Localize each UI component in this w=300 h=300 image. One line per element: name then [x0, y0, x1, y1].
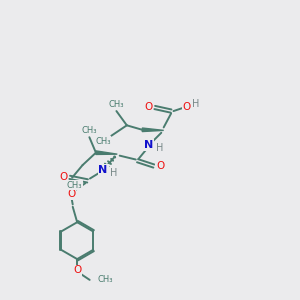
Text: O: O: [144, 103, 152, 112]
Text: CH₃: CH₃: [108, 100, 124, 109]
Polygon shape: [142, 128, 164, 132]
Text: H: H: [155, 143, 163, 153]
Text: O: O: [156, 161, 164, 171]
Text: CH₃: CH₃: [67, 181, 82, 190]
Text: O: O: [59, 172, 67, 182]
Text: CH₃: CH₃: [95, 136, 111, 146]
Text: O: O: [182, 103, 191, 112]
Text: N: N: [98, 165, 108, 175]
Text: H: H: [110, 168, 117, 178]
Text: O: O: [73, 266, 81, 275]
Text: CH₃: CH₃: [82, 126, 97, 135]
Text: CH₃: CH₃: [98, 275, 113, 284]
Polygon shape: [96, 151, 117, 154]
Text: O: O: [67, 189, 75, 199]
Text: H: H: [192, 99, 200, 109]
Text: N: N: [144, 140, 153, 150]
